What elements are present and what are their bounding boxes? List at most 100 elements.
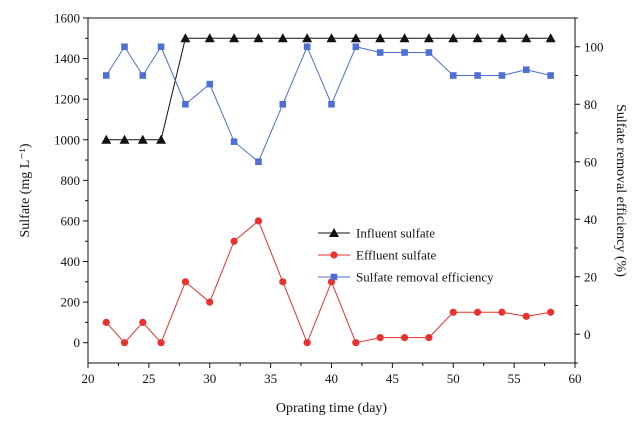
y-right-tick-label: 100 <box>584 39 604 54</box>
square-marker <box>102 72 110 79</box>
circle-marker <box>474 308 482 316</box>
triangle-marker <box>472 33 483 43</box>
circle-marker <box>120 339 129 347</box>
triangle-marker <box>119 134 130 144</box>
square-marker <box>330 273 338 281</box>
series-line-influent-sulfate <box>106 37 551 141</box>
y-right-tick-label: 60 <box>584 154 597 169</box>
circle-marker <box>449 308 457 316</box>
legend-label: Effluent sulfate <box>356 248 436 263</box>
y-right-tick-label: 40 <box>584 212 597 227</box>
triangle-marker <box>277 33 288 43</box>
square-marker <box>139 72 147 79</box>
plot-marks <box>101 33 556 347</box>
square-marker <box>279 100 287 108</box>
circle-marker <box>522 312 530 320</box>
circle-marker <box>425 334 433 342</box>
legend-label: Influent sulfate <box>356 226 435 241</box>
y-left-tick-label: 1400 <box>54 51 80 66</box>
x-axis-title: Oprating time (day) <box>276 401 388 416</box>
square-marker <box>206 80 214 88</box>
circle-marker <box>206 298 214 306</box>
circle-marker <box>330 251 338 259</box>
square-marker <box>401 49 408 56</box>
circle-marker <box>157 339 165 347</box>
legend-label: Sulfate removal efficiency <box>356 270 494 285</box>
circle-marker <box>352 339 360 347</box>
square-marker <box>523 66 530 74</box>
triangle-marker <box>329 228 339 237</box>
y-left-tick-label: 0 <box>74 335 81 350</box>
y-left-tick-label: 1200 <box>54 92 80 107</box>
circle-marker <box>376 334 384 342</box>
y-right-tick-label: 20 <box>584 269 597 284</box>
triangle-marker <box>101 134 112 144</box>
triangle-marker <box>229 33 240 43</box>
square-marker <box>449 72 457 79</box>
triangle-marker <box>302 33 313 43</box>
y-left-tick-label: 1600 <box>54 11 80 26</box>
triangle-marker <box>423 33 434 43</box>
circle-marker <box>400 334 409 342</box>
square-marker <box>376 49 384 56</box>
circle-marker <box>139 318 147 327</box>
x-tick-label: 20 <box>82 371 95 386</box>
square-marker <box>303 43 311 51</box>
y-left-tick-label: 400 <box>61 254 81 269</box>
circle-marker <box>498 308 506 316</box>
x-tick-label: 60 <box>569 371 582 386</box>
square-marker <box>230 138 238 145</box>
circle-marker <box>254 217 263 225</box>
square-marker <box>255 158 262 166</box>
circle-marker <box>303 339 311 347</box>
series-line-sulfate-removal-efficiency <box>105 45 551 163</box>
square-marker <box>328 100 335 108</box>
triangle-marker <box>180 33 191 43</box>
circle-marker <box>102 318 110 327</box>
triangle-marker <box>350 33 361 43</box>
circle-marker <box>547 308 555 316</box>
triangle-marker <box>521 33 532 43</box>
square-marker <box>474 72 481 79</box>
square-marker <box>121 43 128 51</box>
square-marker <box>352 43 360 51</box>
triangle-marker <box>156 134 167 144</box>
square-marker <box>498 72 506 79</box>
x-tick-label: 30 <box>203 371 216 386</box>
x-tick-label: 25 <box>142 371 155 386</box>
triangle-marker <box>253 33 264 43</box>
triangle-marker <box>399 33 410 43</box>
square-marker <box>425 49 433 56</box>
triangle-marker <box>326 33 337 43</box>
y-right-tick-label: 80 <box>584 97 597 112</box>
chart-legend: Influent sulfate Effluent sulfate Sulfate … <box>318 226 494 285</box>
y-left-tick-label: 1000 <box>54 132 80 147</box>
circle-marker <box>279 278 287 286</box>
y-right-axis-title: Sulfate removal efficiency (%) <box>613 104 628 277</box>
x-tick-label: 35 <box>264 371 277 386</box>
square-marker <box>157 43 165 51</box>
y-right-tick-label: 0 <box>584 327 591 342</box>
triangle-marker <box>375 33 386 43</box>
y-left-tick-label: 600 <box>61 213 81 228</box>
plot-axes: 20 25 30 35 40 45 50 55 600200400600800100012001… <box>18 11 628 417</box>
triangle-marker <box>545 33 556 43</box>
x-tick-label: 55 <box>508 371 521 386</box>
square-marker <box>547 72 554 79</box>
x-tick-label: 40 <box>325 371 338 386</box>
triangle-marker <box>496 33 507 43</box>
triangle-marker <box>137 134 148 144</box>
y-left-tick-label: 800 <box>61 173 81 188</box>
y-left-axis-title: Sulfate (mg L⁻¹) <box>18 143 33 237</box>
circle-marker <box>230 237 238 245</box>
triangle-marker <box>448 33 459 43</box>
x-tick-label: 50 <box>447 371 460 386</box>
square-marker <box>182 100 189 108</box>
series-line-effluent-sulfate <box>105 220 551 345</box>
triangle-marker <box>204 33 215 43</box>
x-tick-label: 45 <box>386 371 399 386</box>
y-left-tick-label: 200 <box>61 295 81 310</box>
circle-marker <box>181 278 189 286</box>
